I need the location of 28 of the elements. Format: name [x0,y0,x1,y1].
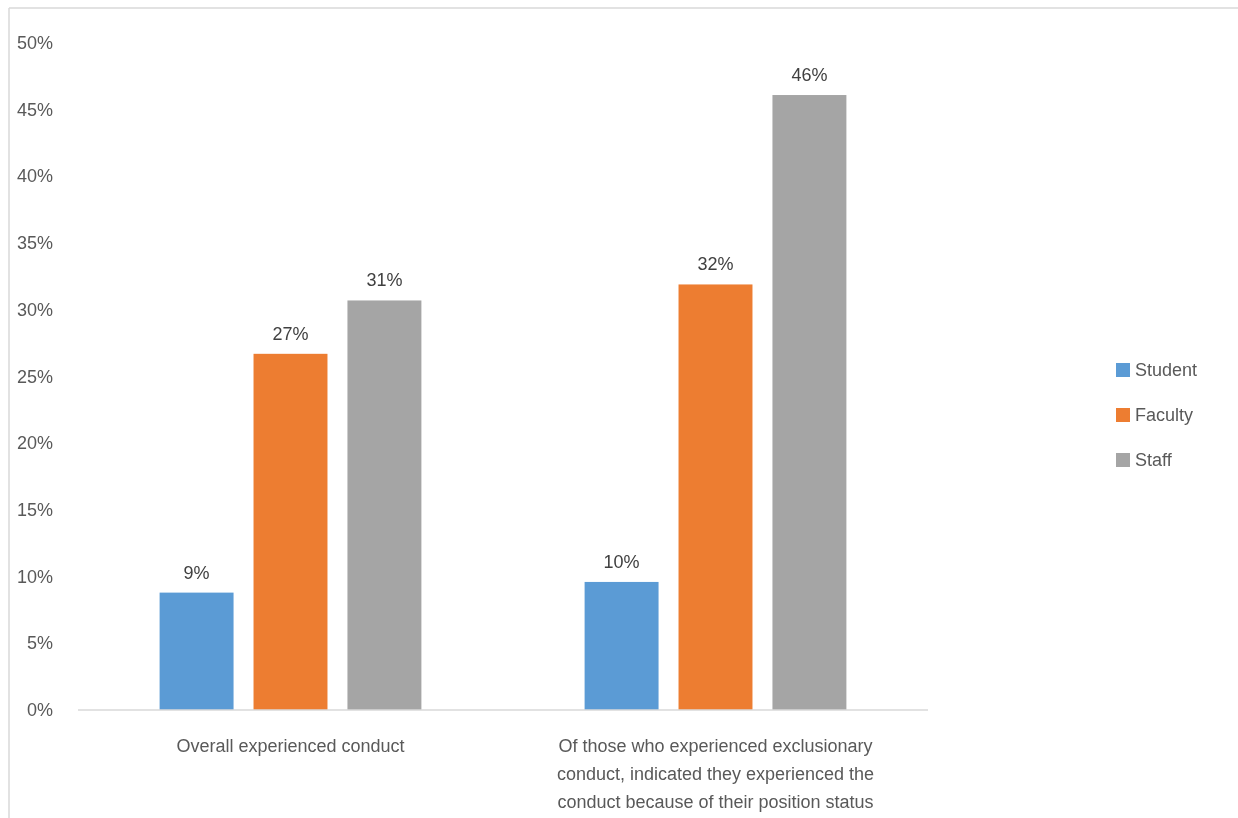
y-tick-label: 35% [16,233,53,254]
data-label: 32% [697,254,734,275]
data-label: 31% [366,270,403,291]
y-tick-label: 0% [26,700,53,720]
y-tick-label: 30% [16,299,53,320]
bar [253,353,328,710]
y-tick-label: 50% [16,33,53,53]
data-label: 10% [603,551,640,572]
y-tick-label: 5% [26,633,53,654]
bar [584,581,659,710]
y-tick-label: 10% [16,566,53,587]
y-tick-label: 40% [16,166,53,187]
legend-label: Staff [1135,450,1173,470]
x-tick-label: Overall experienced conduct [176,736,405,756]
y-tick-label: 20% [16,433,53,454]
bar [772,95,847,710]
data-label: 46% [791,65,828,86]
x-tick-label: Of those who experienced exclusionary conduct, indicated they experienced the conduct because of their position status [556,736,875,812]
y-tick-label: 25% [16,366,53,387]
bar [678,284,753,710]
legend-label: Faculty [1135,405,1194,425]
bar [347,300,422,710]
y-tick-label: 45% [16,99,53,120]
legend-label: Student [1135,360,1198,380]
y-tick-label: 15% [16,499,53,520]
data-label: 9% [183,562,210,583]
bar [159,592,234,710]
data-label: 27% [272,323,309,344]
